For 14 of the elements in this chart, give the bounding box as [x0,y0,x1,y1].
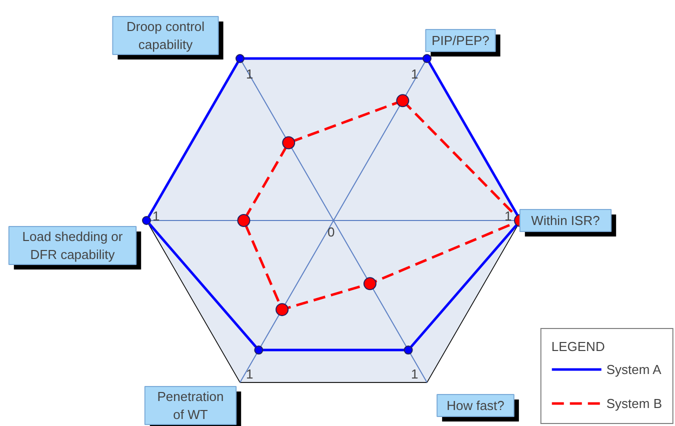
spoke-label: Load shedding or DFR capability [22,229,124,262]
text: 1 [246,366,254,382]
y-tick-label: 0 [328,224,335,240]
legend-label: System A [606,362,662,376]
spoke-label: Within ISR? [531,213,600,228]
text: 1 [411,366,418,382]
spoke-label: Penetration of WT [157,389,224,422]
legend-label: System B [606,396,662,410]
text: 1 [504,208,512,224]
legend-title: LEGEND [551,339,606,354]
spoke-label: Droop control capability [126,19,205,52]
spoke-label: PIP/PEP? [432,33,490,48]
spoke-label: How fast? [446,398,504,413]
text: 1 [411,66,418,82]
